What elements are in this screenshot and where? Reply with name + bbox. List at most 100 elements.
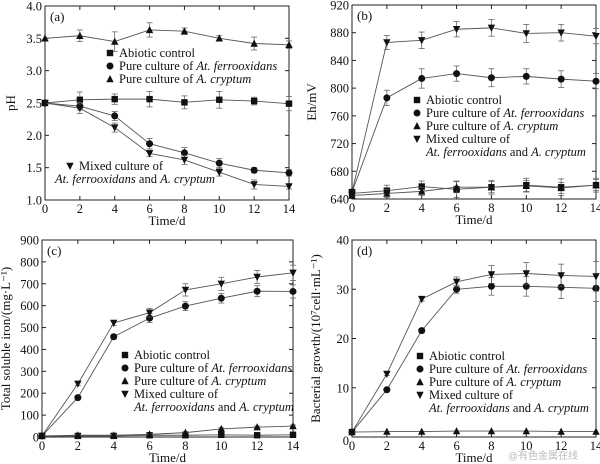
legend-text-part: A. cryptum: [210, 374, 266, 388]
x-tick-label: 0: [349, 201, 355, 215]
series-line: [44, 102, 290, 174]
legend-entry: Pure culture of At. ferrooxidans: [119, 59, 277, 73]
legend-entry: Pure culture of At. ferrooxidans: [429, 362, 587, 376]
y-tick-label: 3.5: [26, 32, 42, 46]
x-tick-label: 2: [77, 202, 83, 216]
y-tick-label: 840: [330, 54, 349, 68]
triangle-up-marker: [487, 427, 496, 435]
triangle-up-marker: [76, 31, 84, 39]
square-marker: [106, 49, 114, 57]
triangle-up-marker: [121, 377, 129, 385]
circle-marker: [418, 74, 426, 82]
triangle-down-marker: [215, 168, 223, 177]
square-marker: [253, 432, 261, 439]
series-line: [351, 273, 597, 433]
x-tick-label: 6: [453, 439, 459, 453]
y-tick-label: 4.0: [26, 0, 42, 14]
circle-marker: [74, 394, 82, 402]
square-marker: [289, 431, 297, 439]
square-marker: [218, 431, 225, 439]
square-marker: [418, 183, 425, 190]
series-line: [41, 425, 294, 437]
triangle-down-marker: [217, 280, 225, 288]
panel-d: 0 2 4 6 8 10 12 14 10 20 30 40 0 Time/d Bacterial grow…: [308, 234, 600, 464]
triangle-down-marker: [487, 24, 496, 32]
circle-marker: [289, 287, 297, 295]
triangle-down-marker: [110, 319, 118, 327]
legend-text-part: A. cryptum: [530, 145, 586, 159]
y-tick-label: 500: [20, 321, 39, 335]
x-tick-label: 10: [520, 439, 533, 453]
y-tick-label: 1.0: [26, 194, 42, 208]
x-axis-label: Time/d: [149, 450, 187, 464]
legend-text-part: At. ferrooxidans: [54, 172, 136, 186]
legend-text-part: A. cryptum: [502, 119, 558, 133]
series-square: [41, 91, 293, 112]
triangle-down-marker: [522, 30, 530, 38]
series-line: [42, 434, 294, 437]
legend-text-part: Abiotic control: [134, 348, 211, 362]
triangle-up-marker: [41, 34, 49, 42]
x-tick-label: 12: [251, 439, 264, 453]
triangle-up-marker: [592, 181, 600, 189]
y-tick-label: 720: [330, 137, 349, 151]
triangle-down-marker: [76, 104, 84, 113]
y-tick-label: 3.0: [26, 64, 42, 78]
y-tick-label: 400: [20, 343, 39, 357]
triangle-up-marker: [74, 431, 82, 439]
x-tick-label: 8: [488, 439, 494, 453]
triangle-down-marker: [522, 270, 530, 278]
legend-text-part: Pure culture of: [134, 374, 211, 388]
x-tick-label: 12: [248, 202, 261, 216]
triangle-up-marker: [487, 183, 496, 191]
triangle-up-marker: [289, 422, 297, 430]
x-tick-label: 14: [287, 439, 300, 453]
x-tick-label: 6: [146, 439, 152, 453]
legend-text-part: A. cryptum: [533, 401, 589, 415]
x-tick-label: 2: [384, 439, 390, 453]
y-axis-label: Bacterial growth/(10⁷cell·mL⁻¹): [308, 254, 323, 423]
square-marker: [285, 100, 293, 107]
triangle-up-marker: [418, 187, 426, 195]
triangle-up-marker: [110, 431, 118, 439]
legend-entry: Abiotic control: [134, 348, 211, 362]
legend-text-part: and: [136, 172, 160, 186]
circle-marker: [106, 62, 114, 70]
series-circle: [38, 284, 297, 440]
legend-text-part: At. ferrooxidans: [428, 401, 510, 415]
circle-marker: [522, 72, 530, 80]
series-triangle-down: [38, 264, 297, 440]
circle-marker: [181, 302, 189, 310]
triangle-down-marker: [348, 188, 356, 197]
circle-marker: [453, 70, 461, 78]
y-tick-label: 900: [20, 234, 39, 248]
circle-marker: [557, 75, 565, 83]
x-tick-label: 4: [419, 439, 426, 453]
triangle-down-marker: [416, 391, 424, 399]
circle-marker: [487, 282, 495, 290]
y-tick-label: 200: [20, 387, 39, 401]
x-tick-label: 2: [384, 201, 390, 215]
triangle-up-marker: [452, 427, 461, 435]
square-marker: [111, 95, 118, 103]
legend-entry-line2: At. ferrooxidans and A. cryptum: [428, 401, 589, 415]
triangle-down-marker: [418, 295, 426, 304]
legend-entry-line2: At. ferrooxidans and A. cryptum: [54, 172, 215, 186]
panel-label: (b): [357, 8, 372, 23]
triangle-up-marker: [106, 75, 114, 83]
legend-text-part: A. cryptum: [159, 172, 215, 186]
legend-entry: Mixed culture of: [429, 388, 514, 402]
triangle-down-marker: [121, 390, 129, 398]
legend-text-part: Pure culture of: [119, 72, 196, 86]
triangle-down-marker: [418, 37, 426, 45]
circle-marker: [487, 74, 495, 82]
y-tick-label: 0: [343, 434, 349, 448]
square-marker: [146, 95, 153, 103]
legend-text-part: Abiotic control: [429, 349, 506, 363]
triangle-down-marker: [592, 32, 600, 41]
triangle-down-marker: [383, 39, 391, 47]
panel-label: (a): [50, 9, 64, 24]
y-tick-label: 600: [20, 299, 39, 313]
triangle-down-marker: [253, 273, 261, 281]
legend-entry: Abiotic control: [426, 93, 503, 107]
